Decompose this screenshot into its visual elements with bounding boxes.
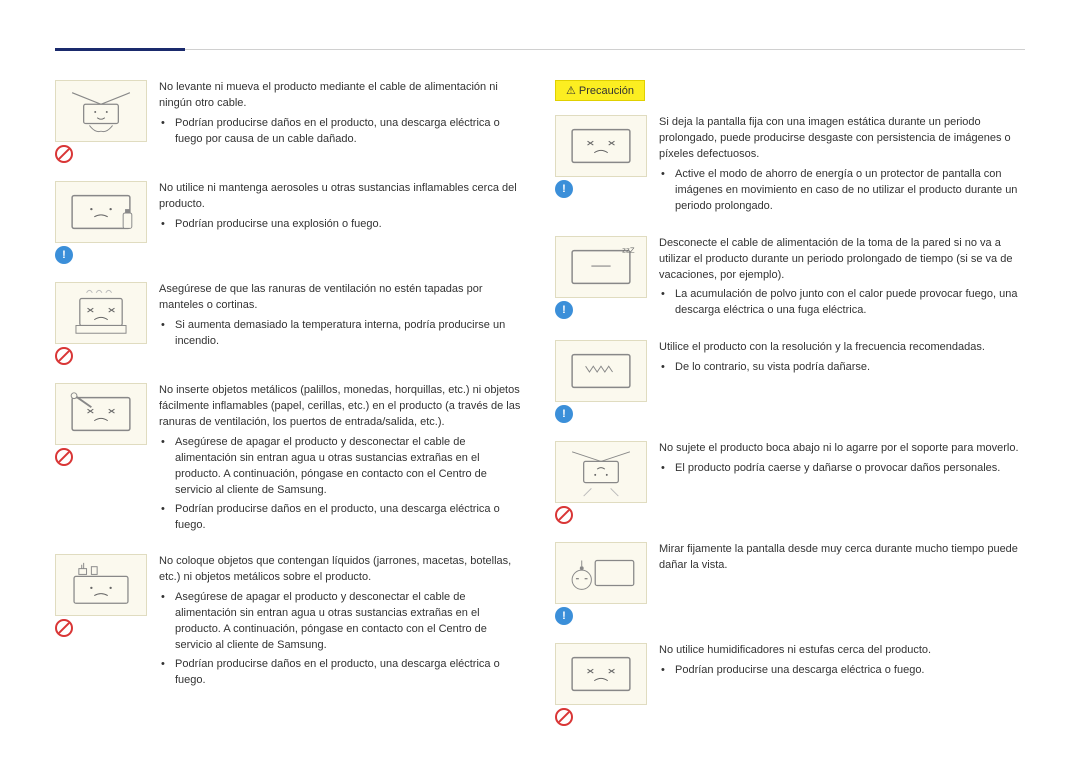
humidifier-illustration (555, 643, 647, 705)
info-icon (55, 246, 73, 264)
bullet-item: La acumulación de polvo junto con el cal… (675, 287, 1025, 319)
intro-text: Si deja la pantalla fija con una imagen … (659, 115, 1025, 163)
right-column: Precaución Si deja la pantalla fija con … (555, 80, 1025, 744)
safety-item: No levante ni mueva el producto mediante… (55, 80, 525, 163)
safety-item: Mirar fijamente la pantalla desde muy ce… (555, 542, 1025, 625)
insert-objects-illustration (55, 383, 147, 445)
text-block: No sujete el producto boca abajo ni lo a… (659, 441, 1025, 480)
safety-item: No utilice ni mantenga aerosoles u otras… (55, 181, 525, 264)
bullet-item: De lo contrario, su vista podría dañarse… (675, 360, 1025, 376)
intro-text: No utilice humidificadores ni estufas ce… (659, 643, 1025, 659)
bullet-item: Asegúrese de apagar el producto y descon… (175, 435, 525, 499)
icon-box (55, 383, 147, 466)
intro-text: No utilice ni mantenga aerosoles u otras… (159, 181, 525, 213)
intro-text: No levante ni mueva el producto mediante… (159, 80, 525, 112)
intro-text: Utilice el producto con la resolución y … (659, 340, 1025, 356)
bullet-item: Podrían producirse daños en el producto,… (175, 657, 525, 689)
prohibit-icon (555, 506, 573, 524)
close-stare-illustration (555, 542, 647, 604)
text-block: No utilice humidificadores ni estufas ce… (659, 643, 1025, 682)
bullet-list: Active el modo de ahorro de energía o un… (659, 167, 1025, 215)
sleep-unplug-illustration: zzZ (555, 236, 647, 298)
prohibit-icon (55, 347, 73, 365)
prohibit-icon (55, 448, 73, 466)
bullet-list: La acumulación de polvo junto con el cal… (659, 287, 1025, 319)
icon-box (55, 554, 147, 637)
prohibit-icon (555, 708, 573, 726)
bullet-item: Podrían producirse una explosión o fuego… (175, 217, 525, 233)
text-block: Utilice el producto con la resolución y … (659, 340, 1025, 379)
safety-item: No utilice humidificadores ni estufas ce… (555, 643, 1025, 726)
icon-box (555, 115, 647, 198)
safety-item: Utilice el producto con la resolución y … (555, 340, 1025, 423)
bullet-list: Si aumenta demasiado la temperatura inte… (159, 318, 525, 350)
vase-on-top-illustration (55, 554, 147, 616)
info-icon (555, 301, 573, 319)
icon-box (555, 340, 647, 423)
icon-box (55, 282, 147, 365)
bullet-item: El producto podría caerse y dañarse o pr… (675, 461, 1025, 477)
bullet-item: Active el modo de ahorro de energía o un… (675, 167, 1025, 215)
header-accent (55, 48, 185, 51)
info-icon (555, 607, 573, 625)
intro-text: Desconecte el cable de alimentación de l… (659, 236, 1025, 284)
intro-text: Asegúrese de que las ranuras de ventilac… (159, 282, 525, 314)
bullet-list: Podrían producirse una descarga eléctric… (659, 663, 1025, 679)
left-column: No levante ni mueva el producto mediante… (55, 80, 525, 744)
icon-box (55, 80, 147, 163)
bullet-item: Podrían producirse daños en el producto,… (175, 502, 525, 534)
bullet-list: El producto podría caerse y dañarse o pr… (659, 461, 1025, 477)
safety-item: zzZ Desconecte el cable de alimentación … (555, 236, 1025, 323)
icon-box (555, 441, 647, 524)
safety-item: No inserte objetos metálicos (palillos, … (55, 383, 525, 536)
precaution-label: Precaución (555, 80, 645, 101)
safety-item: No sujete el producto boca abajo ni lo a… (555, 441, 1025, 524)
icon-box: zzZ (555, 236, 647, 319)
bullet-item: Podrían producirse una descarga eléctric… (675, 663, 1025, 679)
intro-text: No coloque objetos que contengan líquido… (159, 554, 525, 586)
icon-box (55, 181, 147, 264)
aerosol-illustration (55, 181, 147, 243)
safety-item: No coloque objetos que contengan líquido… (55, 554, 525, 692)
text-block: No levante ni mueva el producto mediante… (159, 80, 525, 151)
icon-box (555, 643, 647, 726)
text-block: Desconecte el cable de alimentación de l… (659, 236, 1025, 323)
icon-box (555, 542, 647, 625)
safety-item: Asegúrese de que las ranuras de ventilac… (55, 282, 525, 365)
static-image-illustration (555, 115, 647, 177)
bullet-list: Podrían producirse una explosión o fuego… (159, 217, 525, 233)
svg-text:zzZ: zzZ (622, 245, 635, 254)
bullet-list: Asegúrese de apagar el producto y descon… (159, 590, 525, 689)
content-columns: No levante ni mueva el producto mediante… (55, 80, 1025, 744)
text-block: Si deja la pantalla fija con una imagen … (659, 115, 1025, 218)
text-block: No inserte objetos metálicos (palillos, … (159, 383, 525, 536)
lift-by-cable-illustration (55, 80, 147, 142)
info-icon (555, 405, 573, 423)
text-block: Mirar fijamente la pantalla desde muy ce… (659, 542, 1025, 578)
intro-text: No inserte objetos metálicos (palillos, … (159, 383, 525, 431)
wavy-screen-illustration (555, 340, 647, 402)
bullet-item: Asegúrese de apagar el producto y descon… (175, 590, 525, 654)
text-block: No utilice ni mantenga aerosoles u otras… (159, 181, 525, 236)
upside-down-illustration (555, 441, 647, 503)
intro-text: Mirar fijamente la pantalla desde muy ce… (659, 542, 1025, 574)
intro-text: No sujete el producto boca abajo ni lo a… (659, 441, 1025, 457)
bullet-list: Podrían producirse daños en el producto,… (159, 116, 525, 148)
bullet-list: Asegúrese de apagar el producto y descon… (159, 435, 525, 534)
header-rest (185, 49, 1025, 50)
bullet-item: Podrían producirse daños en el producto,… (175, 116, 525, 148)
prohibit-icon (55, 619, 73, 637)
safety-item: Si deja la pantalla fija con una imagen … (555, 115, 1025, 218)
text-block: No coloque objetos que contengan líquido… (159, 554, 525, 692)
prohibit-icon (55, 145, 73, 163)
bullet-list: De lo contrario, su vista podría dañarse… (659, 360, 1025, 376)
text-block: Asegúrese de que las ranuras de ventilac… (159, 282, 525, 353)
header-rule (55, 48, 1025, 51)
info-icon (555, 180, 573, 198)
bullet-item: Si aumenta demasiado la temperatura inte… (175, 318, 525, 350)
vents-covered-illustration (55, 282, 147, 344)
